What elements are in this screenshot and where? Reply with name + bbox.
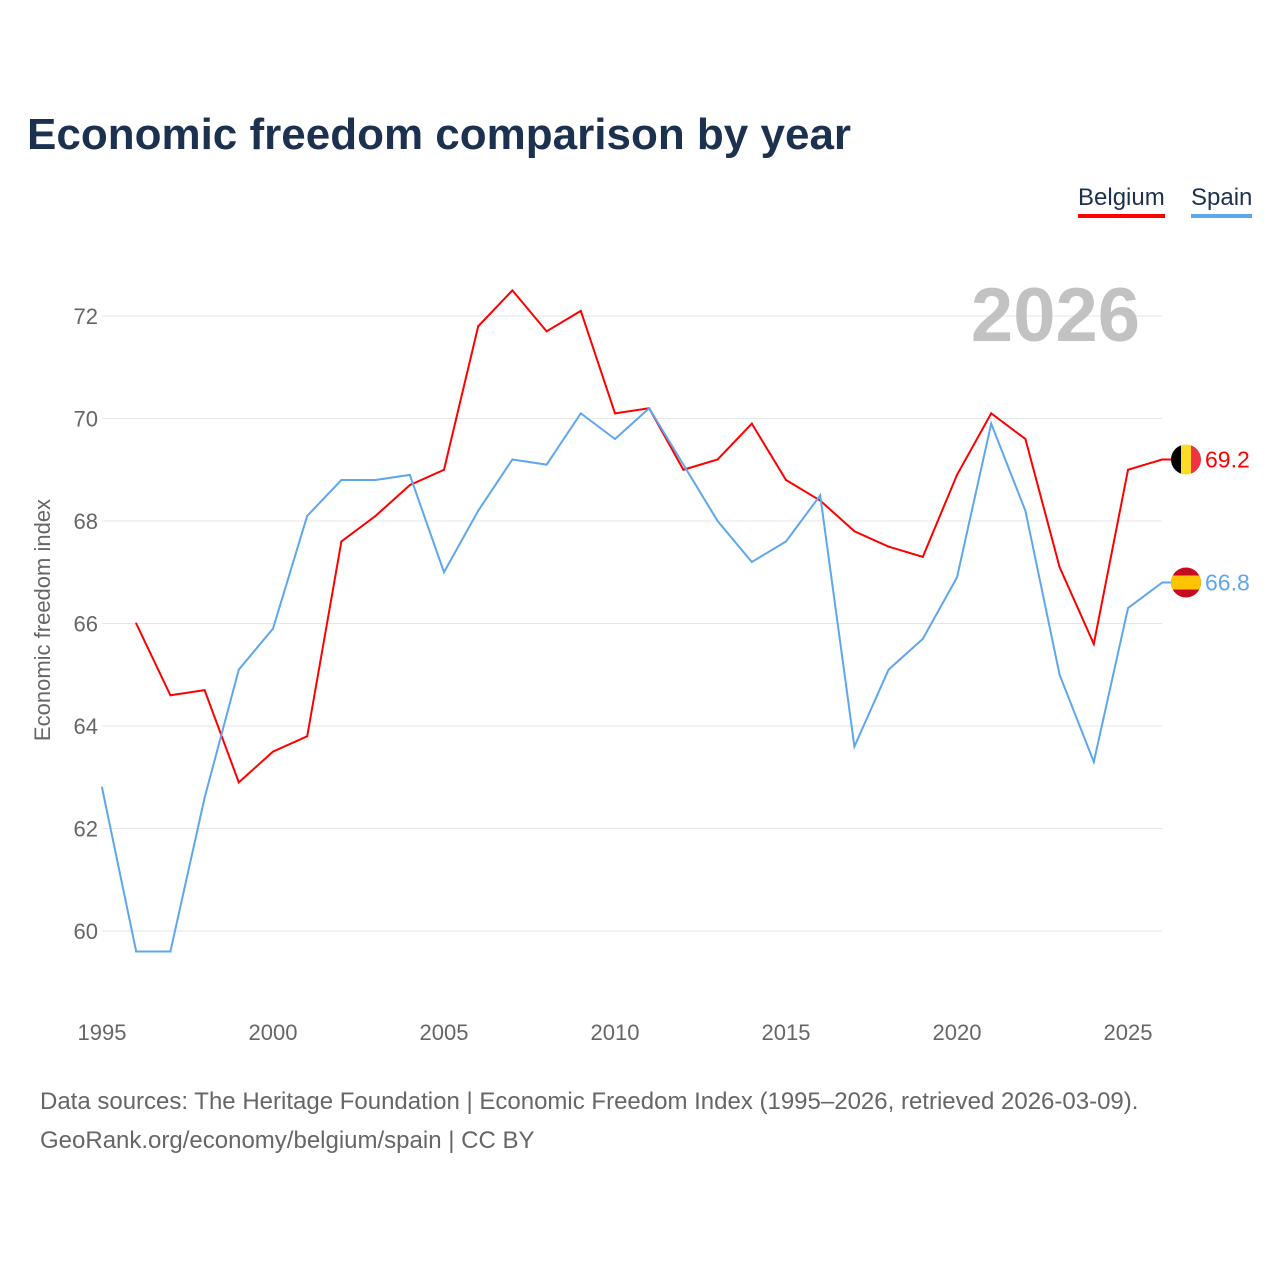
y-tick-label: 72: [74, 304, 98, 329]
data-point: [443, 571, 445, 574]
data-point: [374, 514, 377, 517]
data-point: [1058, 673, 1061, 676]
data-point: [750, 422, 753, 425]
flag-stripe: [1181, 444, 1191, 475]
data-point: [477, 509, 480, 512]
data-point: [1092, 760, 1095, 763]
data-point: [408, 484, 411, 487]
y-axis-label: Economic freedom index: [30, 499, 55, 741]
data-point: [1024, 509, 1027, 512]
flag-stripe: [1191, 444, 1201, 475]
data-point: [750, 561, 753, 563]
data-point: [203, 796, 206, 799]
data-point: [614, 412, 616, 415]
data-point: [1092, 643, 1095, 645]
data-point: [1024, 438, 1027, 440]
data-point: [545, 463, 548, 466]
x-tick-label: 2010: [591, 1020, 640, 1045]
data-point: [648, 407, 651, 410]
x-tick-label: 2005: [420, 1020, 469, 1045]
data-point: [716, 458, 719, 461]
y-tick-label: 68: [74, 509, 98, 534]
data-source-text: Data sources: The Heritage Foundation | …: [40, 1088, 1139, 1115]
data-point: [819, 494, 822, 497]
x-tick-label: 1995: [78, 1020, 127, 1045]
data-point: [682, 468, 685, 471]
data-point: [237, 668, 240, 671]
x-tick-label: 2000: [249, 1020, 298, 1045]
data-point: [340, 479, 343, 481]
attribution-link[interactable]: GeoRank.org/economy/belgium/spain | CC B…: [40, 1127, 535, 1154]
data-point: [921, 637, 924, 640]
data-point: [887, 668, 890, 671]
flag: [1171, 444, 1201, 475]
data-point: [511, 289, 514, 292]
data-point: [1127, 607, 1129, 610]
data-point: [614, 438, 616, 440]
year-label: 2026: [971, 273, 1140, 358]
data-point: [682, 463, 685, 466]
data-point: [374, 479, 377, 481]
data-point: [853, 745, 856, 748]
data-point: [956, 576, 958, 579]
legend-belgium[interactable]: Belgium: [1078, 184, 1165, 218]
data-point: [990, 412, 993, 415]
data-point: [101, 786, 103, 789]
data-point: [306, 514, 309, 517]
chart-title: Economic freedom comparison by year: [27, 110, 852, 159]
legend-spain[interactable]: Spain: [1191, 184, 1253, 218]
belgium-flag-icon: [1171, 444, 1201, 475]
data-point: [716, 520, 719, 522]
y-tick-label: 66: [74, 612, 98, 637]
data-point: [579, 412, 582, 415]
data-point: [579, 309, 582, 312]
x-tick-label: 2025: [1104, 1020, 1153, 1045]
data-point: [340, 540, 343, 543]
y-tick-label: 70: [74, 407, 98, 432]
data-point: [921, 555, 924, 558]
data-point: [785, 479, 787, 481]
flag: [1171, 567, 1201, 598]
data-point: [135, 622, 138, 625]
data-point: [408, 473, 411, 476]
end-value-label: 66.8: [1205, 570, 1250, 596]
data-point: [511, 458, 514, 461]
data-point: [956, 473, 958, 476]
spain-flag-icon: [1171, 567, 1201, 598]
flag-stripe: [1171, 575, 1201, 590]
data-point: [272, 750, 274, 753]
data-point: [785, 540, 787, 543]
data-point: [545, 330, 548, 333]
data-point: [306, 735, 309, 738]
end-value-label: 69.2: [1205, 447, 1250, 473]
y-tick-label: 64: [74, 714, 98, 739]
data-point: [237, 781, 240, 784]
data-point: [135, 950, 138, 953]
data-point: [443, 468, 445, 471]
data-point: [853, 530, 856, 533]
data-point: [1127, 468, 1129, 471]
data-point: [887, 545, 890, 548]
data-point: [203, 689, 206, 692]
x-tick-label: 2015: [762, 1020, 811, 1045]
flag-stripe: [1171, 444, 1181, 475]
y-tick-label: 60: [74, 919, 98, 944]
data-point: [990, 422, 993, 425]
data-point: [477, 325, 480, 328]
data-point: [272, 627, 274, 630]
y-tick-label: 62: [74, 817, 98, 842]
data-point: [1058, 566, 1061, 569]
series-line-belgium: [135, 288, 1163, 785]
data-point: [169, 950, 172, 953]
series-line-spain: [101, 406, 1163, 953]
data-point: [169, 694, 172, 697]
x-tick-label: 2020: [933, 1020, 982, 1045]
